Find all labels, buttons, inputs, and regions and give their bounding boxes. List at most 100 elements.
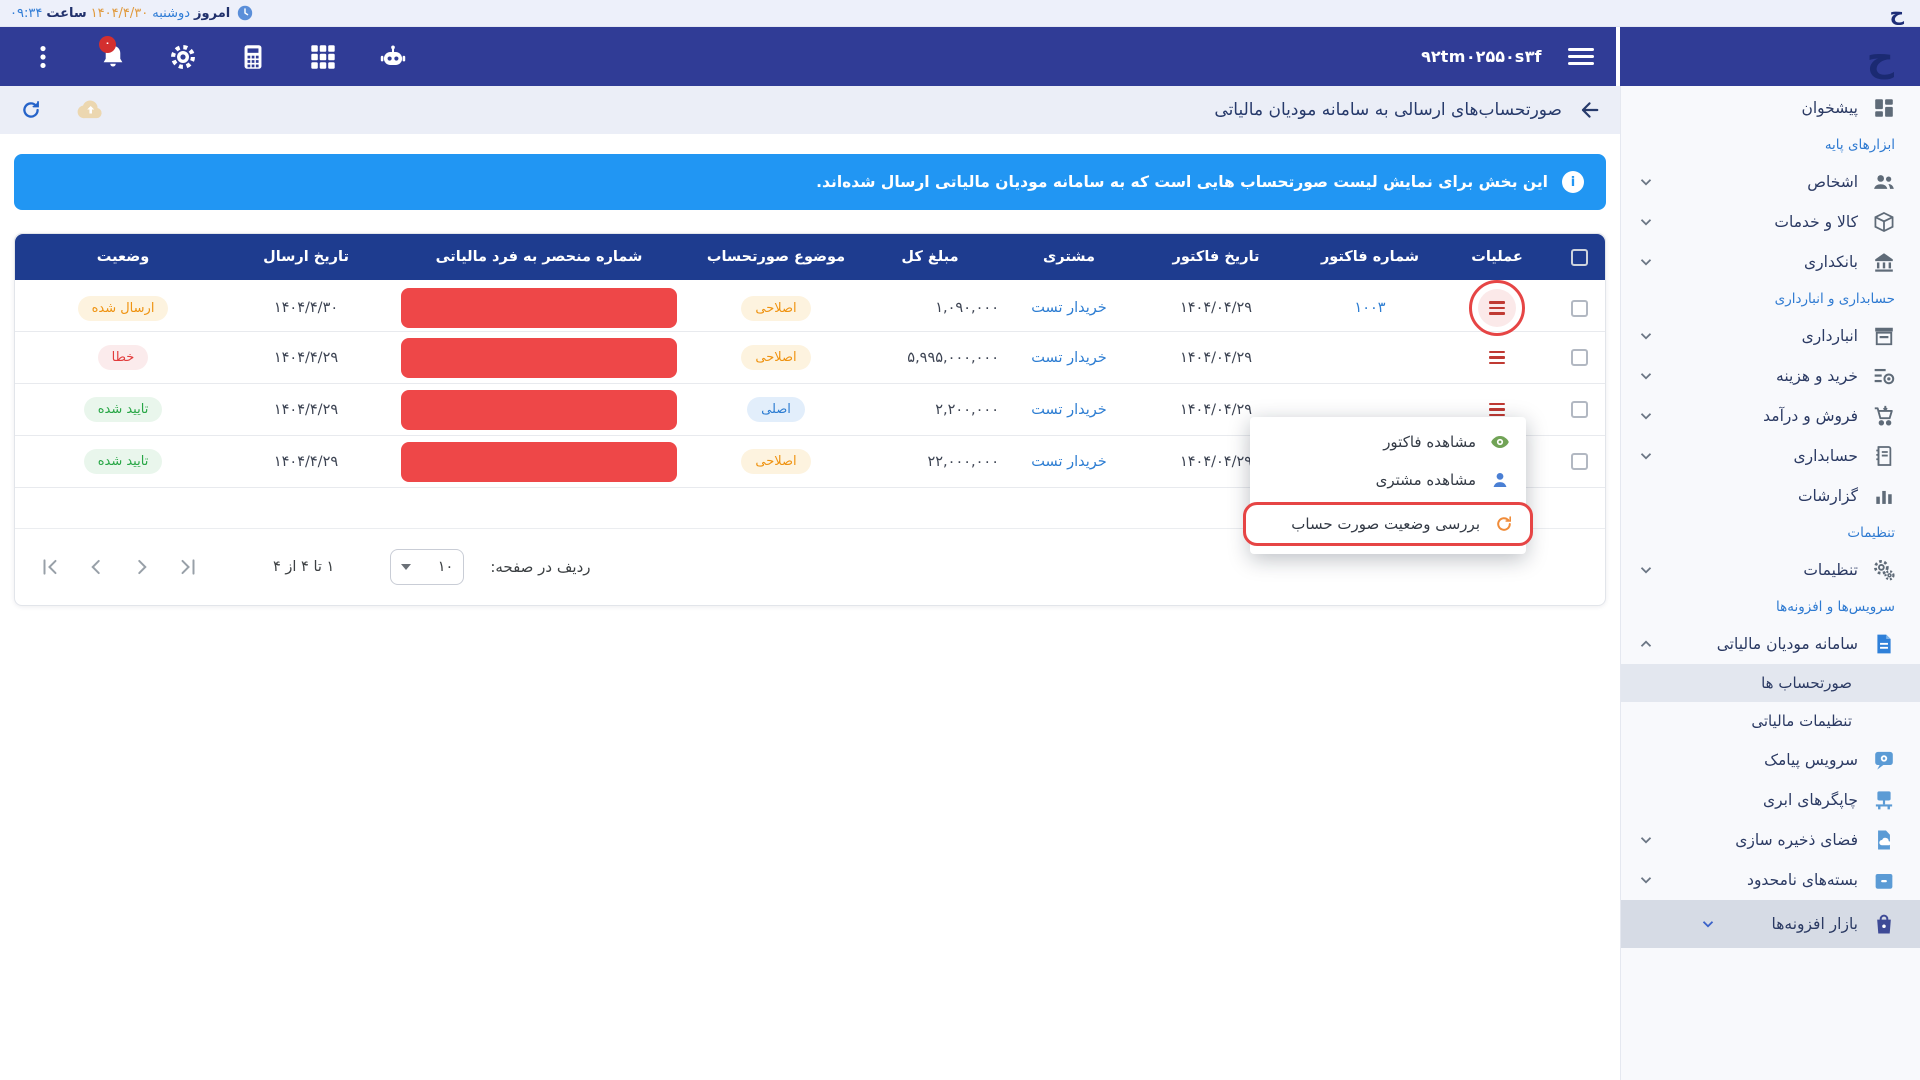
today-label: امروز [194, 5, 231, 21]
subject-badge: اصلاحی [741, 295, 811, 321]
sidebar-item-persons[interactable]: اشخاص [1621, 162, 1920, 202]
next-page-icon[interactable] [131, 556, 153, 578]
sidebar-section-settings: تنظیمات [1847, 525, 1895, 541]
navbar-row: ح ۹۲tm۰۲۵۵۰s۳f ۰ [0, 27, 1920, 86]
content: صورتحساب‌های ارسالی به سامانه مودیان مال… [0, 86, 1620, 1080]
storage-file-icon [1873, 829, 1895, 851]
sidebar-item-banking[interactable]: بانکداری [1621, 242, 1920, 282]
table-footer: ۱ تا ۴ از ۴ ۱۰ ردیف در صفحه: [15, 528, 1605, 605]
navbar-divider [1616, 27, 1620, 86]
status-badge: ارسال شده [77, 295, 169, 321]
row-checkbox[interactable] [1570, 401, 1588, 418]
info-icon: i [1562, 171, 1584, 193]
people-icon [1873, 171, 1895, 193]
select-all-checkbox[interactable] [1570, 248, 1588, 266]
column-tax-unique-id: شماره منحصر به فرد مالیاتی [435, 249, 643, 265]
notifications-bell-icon[interactable]: ۰ [99, 35, 126, 70]
first-page-icon[interactable] [39, 556, 61, 578]
sidebar-subitem-tax-settings[interactable]: تنظیمات مالیاتی [1751, 712, 1852, 730]
menu-item-label: بررسی وضعیت صورت حساب [1291, 515, 1480, 533]
brand-logo-large: ح [1866, 34, 1894, 79]
invoice-date: ۱۴۰۴/۰۴/۲۹ [1179, 349, 1253, 366]
page-title-bar: صورتحساب‌های ارسالی به سامانه مودیان مال… [0, 86, 1620, 134]
table-row: ۱۴۰۴/۰۴/۲۹ خریدار تست ۵,۹۹۵,۰۰۰,۰۰۰ اصلا… [15, 332, 1605, 384]
sidebar-item-dashboard[interactable]: پیشخوان [1621, 88, 1920, 128]
send-date: ۱۴۰۴/۴/۲۹ [273, 401, 339, 418]
previous-page-icon[interactable] [85, 556, 107, 578]
subject-badge: اصلاحی [741, 345, 811, 370]
row-checkbox[interactable] [1570, 453, 1588, 470]
total-amount: ۵,۹۹۵,۰۰۰,۰۰۰ [907, 349, 999, 366]
invoice-number-link[interactable]: ۱۰۰۳ [1354, 300, 1386, 316]
sidebar-section-accounting-warehousing: حسابداری و انبارداری [1774, 291, 1895, 307]
sidebar-item-storage-space[interactable]: فضای ذخیره سازی [1621, 820, 1920, 860]
sidebar-item-accounting[interactable]: حسابداری [1621, 436, 1920, 476]
sidebar-item-purchase-expense[interactable]: خرید و هزینه [1621, 356, 1920, 396]
last-page-icon[interactable] [177, 556, 199, 578]
person-icon [1490, 470, 1510, 490]
rows-per-page-label: ردیف در صفحه: [490, 558, 591, 576]
sidebar-item-label: خرید و هزینه [1776, 367, 1858, 385]
sidebar-item-addons-market[interactable]: بازار افزونه‌ها [1621, 900, 1920, 948]
sidebar-item-goods-services[interactable]: کالا و خدمات [1621, 202, 1920, 242]
sidebar-item-tax-moadian-system[interactable]: سامانه مودیان مالیاتی [1621, 624, 1920, 664]
customer-link[interactable]: خریدار تست [1031, 300, 1107, 316]
back-arrow-icon[interactable] [1578, 99, 1600, 121]
sidebar-item-label: چاپگرهای ابری [1763, 791, 1858, 809]
row-checkbox[interactable] [1570, 299, 1588, 317]
customer-link[interactable]: خریدار تست [1031, 349, 1107, 366]
sidebar-item-sms-service[interactable]: سرویس پیامک [1621, 740, 1920, 780]
status-badge: تایید شده [83, 397, 163, 422]
gear-icon[interactable] [170, 44, 196, 70]
row-actions-button[interactable] [1478, 289, 1516, 327]
sidebar-item-unlimited-packages[interactable]: بسته‌های نامحدود [1621, 860, 1920, 900]
tax-document-icon [1873, 633, 1895, 655]
row-checkbox[interactable] [1570, 349, 1588, 366]
table-row: ۱۴۰۴/۰۴/۲۹ خریدار تست ۲,۲۰۰,۰۰۰ اصلی ۱۴۰… [15, 384, 1605, 436]
sidebar-item-label: بازار افزونه‌ها [1771, 915, 1858, 933]
customer-link[interactable]: خریدار تست [1031, 453, 1107, 470]
column-operations: عملیات [1471, 249, 1523, 265]
apps-grid-icon[interactable] [310, 44, 336, 70]
calculator-icon[interactable] [240, 44, 266, 70]
hamburger-menu-icon[interactable] [1568, 44, 1594, 70]
kebab-menu-icon[interactable] [30, 44, 56, 70]
total-amount: ۱,۰۹۰,۰۰۰ [935, 300, 999, 316]
total-amount: ۲۲,۰۰۰,۰۰۰ [927, 453, 999, 470]
sidebar-subitem-invoices[interactable]: صورتحساب ها [1621, 664, 1920, 702]
sidebar-item-sales-income[interactable]: فروش و درآمد [1621, 396, 1920, 436]
info-banner: i این بخش برای نمایش لیست صورتحساب هایی … [14, 154, 1606, 210]
customer-link[interactable]: خریدار تست [1031, 401, 1107, 418]
rows-per-page-select[interactable]: ۱۰ [390, 549, 465, 585]
sidebar-header: ح [1620, 27, 1920, 86]
select-all-cell [1553, 234, 1605, 280]
refresh-icon[interactable] [20, 99, 42, 121]
invoice-date: ۱۴۰۴/۰۴/۲۹ [1179, 300, 1253, 316]
cloud-upload-icon[interactable] [76, 96, 104, 124]
redacted-tax-id [401, 288, 677, 328]
sidebar-item-reports[interactable]: گزارشات [1621, 476, 1920, 516]
navbar-icons: ۰ [30, 35, 406, 70]
datetime: امروز دوشنبه ۱۴۰۴/۴/۳۰ ساعت ۰۹:۳۴ [10, 5, 253, 21]
box-icon [1873, 211, 1895, 233]
column-status: وضعیت [96, 249, 150, 265]
chevron-up-icon [1637, 635, 1655, 653]
sidebar-item-settings[interactable]: تنظیمات [1621, 550, 1920, 590]
sidebar-item-label: بانکداری [1804, 253, 1858, 271]
store-icon [1873, 325, 1895, 347]
menu-item-view-customer[interactable]: مشاهده مشتری [1250, 461, 1526, 499]
table-row: ۱۰۰۳ ۱۴۰۴/۰۴/۲۹ خریدار تست ۱,۰۹۰,۰۰۰ اصل… [15, 280, 1605, 336]
chevron-down-icon [1637, 253, 1655, 271]
menu-item-check-invoice-status[interactable]: بررسی وضعیت صورت حساب [1243, 502, 1533, 546]
row-actions-button[interactable] [1478, 391, 1516, 429]
row-actions-button[interactable] [1478, 339, 1516, 377]
sidebar-item-label: اشخاص [1807, 173, 1858, 191]
sidebar-item-warehousing[interactable]: انبارداری [1621, 316, 1920, 356]
chevron-down-icon [1637, 327, 1655, 345]
sidebar-item-cloud-printers[interactable]: چاپگرهای ابری [1621, 780, 1920, 820]
assistant-robot-icon[interactable] [380, 44, 406, 70]
menu-item-view-invoice[interactable]: مشاهده فاکتور [1250, 423, 1526, 461]
rows-per-page-value: ۱۰ [437, 559, 454, 575]
invoices-table-card: عملیات شماره فاکتور تاریخ فاکتور مشتری م… [14, 233, 1606, 606]
